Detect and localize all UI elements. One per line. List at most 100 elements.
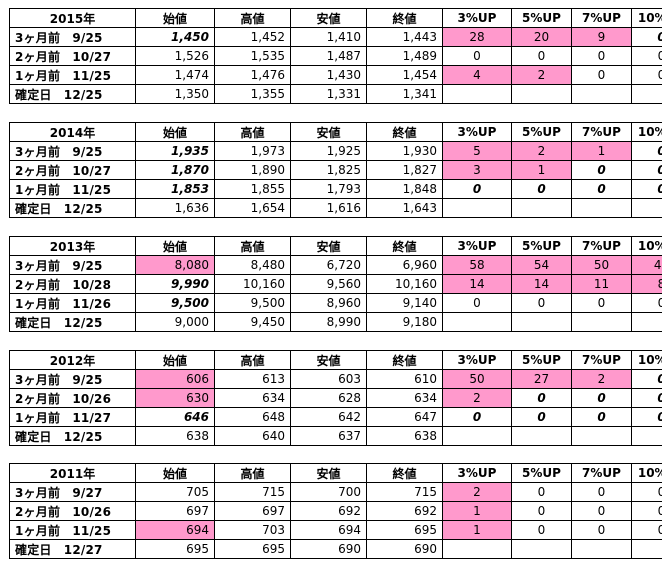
count-cell[interactable]: 2 <box>571 369 632 389</box>
price-cell[interactable]: 715 <box>366 482 443 502</box>
price-cell[interactable]: 1,350 <box>135 84 215 104</box>
row-label[interactable]: 確定日 12/25 <box>9 198 136 218</box>
row-label[interactable]: 1ヶ月前 11/25 <box>9 65 136 85</box>
count-cell[interactable]: 5 <box>442 141 512 161</box>
price-cell[interactable]: 1,454 <box>366 65 443 85</box>
column-header[interactable]: 安値 <box>290 122 367 142</box>
price-cell[interactable]: 603 <box>290 369 367 389</box>
price-cell[interactable]: 1,935 <box>135 141 215 161</box>
price-cell[interactable]: 9,000 <box>135 312 215 332</box>
price-cell[interactable]: 1,410 <box>290 27 367 47</box>
row-label[interactable]: 3ヶ月前 9/25 <box>9 141 136 161</box>
year-label[interactable]: 2012年 <box>9 350 136 370</box>
price-cell[interactable]: 1,973 <box>214 141 291 161</box>
price-cell[interactable]: 695 <box>366 520 443 540</box>
column-header[interactable]: 7%UP <box>571 122 632 142</box>
price-cell[interactable]: 1,450 <box>135 27 215 47</box>
count-cell[interactable]: 0 <box>631 46 662 66</box>
count-cell[interactable]: 0 <box>571 179 632 199</box>
price-cell[interactable]: 10,160 <box>366 274 443 294</box>
price-cell[interactable]: 705 <box>135 482 215 502</box>
count-cell[interactable]: 0 <box>631 501 662 521</box>
row-label[interactable]: 2ヶ月前 10/26 <box>9 388 136 408</box>
count-cell[interactable]: 9 <box>571 27 632 47</box>
row-label[interactable]: 1ヶ月前 11/25 <box>9 520 136 540</box>
price-cell[interactable]: 9,990 <box>135 274 215 294</box>
count-cell[interactable]: 1 <box>442 520 512 540</box>
count-cell[interactable]: 50 <box>571 255 632 275</box>
price-cell[interactable]: 1,870 <box>135 160 215 180</box>
count-cell[interactable]: 0 <box>442 46 512 66</box>
empty-cell[interactable] <box>442 84 512 104</box>
year-label[interactable]: 2015年 <box>9 8 136 28</box>
count-cell[interactable]: 0 <box>511 179 572 199</box>
count-cell[interactable]: 0 <box>511 293 572 313</box>
column-header[interactable]: 始値 <box>135 236 215 256</box>
row-label[interactable]: 3ヶ月前 9/25 <box>9 369 136 389</box>
count-cell[interactable]: 0 <box>511 388 572 408</box>
price-cell[interactable]: 694 <box>290 520 367 540</box>
count-cell[interactable]: 0 <box>442 407 512 427</box>
column-header[interactable]: 高値 <box>214 8 291 28</box>
row-label[interactable]: 1ヶ月前 11/26 <box>9 293 136 313</box>
price-cell[interactable]: 637 <box>290 426 367 446</box>
column-header[interactable]: 10%UP <box>631 236 662 256</box>
row-label[interactable]: 3ヶ月前 9/25 <box>9 255 136 275</box>
empty-cell[interactable] <box>511 539 572 559</box>
price-cell[interactable]: 1,341 <box>366 84 443 104</box>
count-cell[interactable]: 0 <box>511 501 572 521</box>
empty-cell[interactable] <box>631 312 662 332</box>
price-cell[interactable]: 8,080 <box>135 255 215 275</box>
row-label[interactable]: 確定日 12/27 <box>9 539 136 559</box>
column-header[interactable]: 3%UP <box>442 8 512 28</box>
count-cell[interactable]: 2 <box>442 388 512 408</box>
column-header[interactable]: 7%UP <box>571 8 632 28</box>
count-cell[interactable]: 58 <box>442 255 512 275</box>
count-cell[interactable]: 0 <box>571 65 632 85</box>
price-cell[interactable]: 10,160 <box>214 274 291 294</box>
price-cell[interactable]: 1,452 <box>214 27 291 47</box>
row-label[interactable]: 確定日 12/25 <box>9 312 136 332</box>
count-cell[interactable]: 0 <box>631 520 662 540</box>
price-cell[interactable]: 642 <box>290 407 367 427</box>
column-header[interactable]: 5%UP <box>511 236 572 256</box>
column-header[interactable]: 10%UP <box>631 122 662 142</box>
empty-cell[interactable] <box>631 84 662 104</box>
year-label[interactable]: 2011年 <box>9 463 136 483</box>
price-cell[interactable]: 1,848 <box>366 179 443 199</box>
column-header[interactable]: 高値 <box>214 463 291 483</box>
count-cell[interactable]: 27 <box>511 369 572 389</box>
price-cell[interactable]: 630 <box>135 388 215 408</box>
price-cell[interactable]: 697 <box>214 501 291 521</box>
price-cell[interactable]: 1,489 <box>366 46 443 66</box>
empty-cell[interactable] <box>631 426 662 446</box>
count-cell[interactable]: 0 <box>571 160 632 180</box>
column-header[interactable]: 安値 <box>290 236 367 256</box>
price-cell[interactable]: 692 <box>290 501 367 521</box>
column-header[interactable]: 7%UP <box>571 350 632 370</box>
count-cell[interactable]: 0 <box>571 46 632 66</box>
count-cell[interactable]: 0 <box>631 27 662 47</box>
price-cell[interactable]: 1,925 <box>290 141 367 161</box>
column-header[interactable]: 始値 <box>135 350 215 370</box>
empty-cell[interactable] <box>442 539 512 559</box>
price-cell[interactable]: 1,430 <box>290 65 367 85</box>
count-cell[interactable]: 0 <box>571 407 632 427</box>
row-label[interactable]: 確定日 12/25 <box>9 426 136 446</box>
count-cell[interactable]: 54 <box>511 255 572 275</box>
count-cell[interactable]: 0 <box>631 388 662 408</box>
price-cell[interactable]: 9,560 <box>290 274 367 294</box>
count-cell[interactable]: 0 <box>571 388 632 408</box>
count-cell[interactable]: 0 <box>511 46 572 66</box>
price-cell[interactable]: 628 <box>290 388 367 408</box>
price-cell[interactable]: 1,825 <box>290 160 367 180</box>
column-header[interactable]: 高値 <box>214 236 291 256</box>
empty-cell[interactable] <box>442 426 512 446</box>
row-label[interactable]: 確定日 12/25 <box>9 84 136 104</box>
empty-cell[interactable] <box>631 539 662 559</box>
price-cell[interactable]: 1,474 <box>135 65 215 85</box>
count-cell[interactable]: 0 <box>631 407 662 427</box>
empty-cell[interactable] <box>571 198 632 218</box>
empty-cell[interactable] <box>631 198 662 218</box>
price-cell[interactable]: 1,476 <box>214 65 291 85</box>
